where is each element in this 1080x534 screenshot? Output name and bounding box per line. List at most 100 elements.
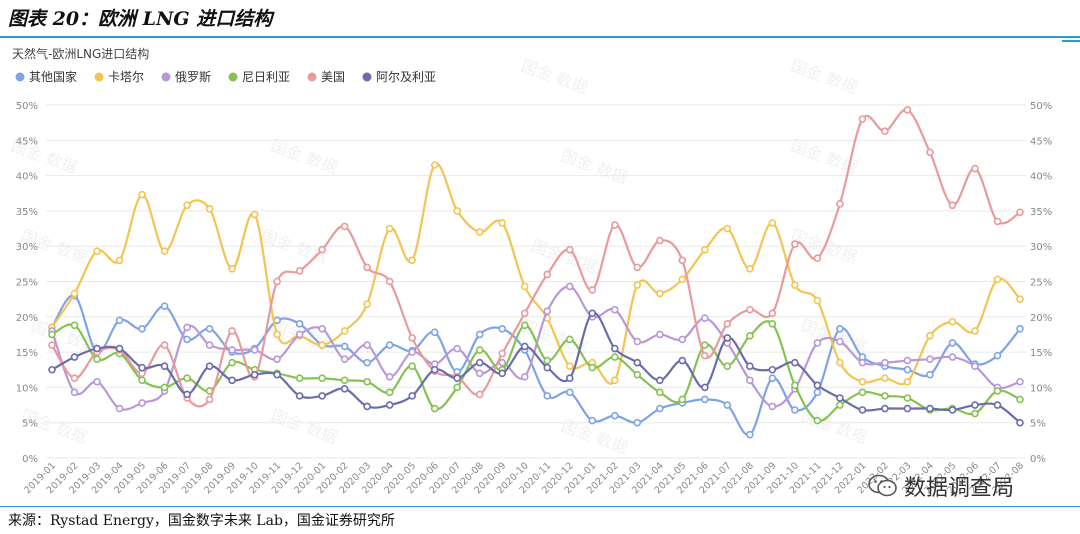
y-tick-label-right: 0% [1030, 454, 1046, 465]
data-point [160, 362, 169, 371]
data-point [408, 334, 416, 342]
data-point [115, 344, 124, 353]
series-1 [48, 161, 1024, 386]
data-point [678, 256, 687, 265]
data-point [295, 267, 304, 275]
data-point [813, 416, 822, 425]
data-point [610, 305, 619, 314]
data-point [70, 289, 79, 298]
data-point [768, 365, 777, 374]
data-point [858, 388, 867, 397]
data-point [746, 430, 754, 439]
data-point [115, 256, 124, 265]
data-point [1016, 208, 1024, 217]
data-point [520, 342, 529, 351]
data-point [340, 385, 349, 393]
data-point [1016, 377, 1024, 386]
data-point [813, 388, 822, 397]
data-point [610, 344, 619, 353]
data-point [385, 388, 394, 397]
data-point [385, 224, 394, 233]
data-point [205, 325, 214, 333]
data-point [385, 277, 394, 286]
lng-import-chart: 天然气-欧洲LNG进口结构 其他国家 卡塔尔 俄罗斯 尼日利亚 美国 阿尔及利亚 国金 数… [0, 38, 1062, 506]
data-point [228, 264, 236, 273]
data-point [678, 275, 687, 284]
data-point [520, 373, 529, 381]
chart-title: 天然气-欧洲LNG进口结构 [12, 46, 149, 61]
y-axis-right: 0% 5% 10% 15% 20% 25% 30% 35% 40% 45% 50% [1030, 101, 1052, 465]
data-point [318, 392, 326, 400]
data-point [430, 328, 439, 337]
data-point [971, 327, 979, 335]
data-point [430, 404, 439, 413]
data-point [971, 164, 979, 173]
data-point [70, 353, 79, 361]
y-tick-label: 10% [16, 383, 38, 394]
data-point [363, 377, 371, 386]
data-point [746, 362, 754, 371]
data-point [340, 342, 349, 351]
data-point [948, 201, 957, 210]
data-point [453, 374, 462, 383]
y-tick-label: 5% [22, 419, 38, 430]
data-point [408, 392, 416, 400]
data-point [881, 374, 889, 383]
data-point [993, 387, 1002, 395]
y-tick-label: 0% [22, 454, 38, 465]
data-point [971, 362, 979, 371]
data-point [453, 383, 462, 392]
y-axis-left: 0% 5% 10% 15% 20% 25% 30% 35% 40% 45% 50% [16, 101, 38, 465]
y-tick-label-right: 40% [1030, 172, 1052, 183]
data-point [565, 374, 574, 383]
data-point [48, 341, 56, 349]
data-point [903, 356, 912, 365]
y-tick-label: 30% [16, 242, 38, 253]
data-point [475, 358, 484, 367]
data-point [430, 161, 439, 169]
data-point [363, 300, 371, 308]
data-point [813, 254, 822, 263]
y-tick-label-right: 5% [1030, 419, 1046, 430]
data-point [701, 314, 709, 323]
data-point [318, 374, 326, 383]
legend-swatch [362, 72, 372, 82]
data-point [610, 376, 619, 385]
data-point [408, 256, 416, 265]
data-point [656, 289, 664, 298]
data-point [363, 263, 371, 272]
data-point [768, 374, 777, 383]
data-point [48, 365, 56, 374]
data-point [633, 358, 642, 367]
data-point [1016, 395, 1024, 404]
data-point [520, 282, 529, 291]
data-point [498, 369, 507, 378]
data-point [115, 316, 124, 325]
data-point [295, 392, 304, 400]
data-point [520, 309, 529, 318]
data-point [565, 245, 574, 254]
chart-background [0, 38, 1062, 506]
data-point [723, 224, 732, 233]
data-point [678, 335, 687, 344]
data-point [183, 201, 191, 210]
data-point [205, 362, 214, 371]
data-point [475, 369, 484, 378]
data-point [295, 374, 304, 383]
data-point [295, 330, 304, 339]
data-point [656, 236, 664, 245]
data-point [228, 327, 236, 335]
y-tick-label: 45% [16, 136, 38, 147]
data-point [273, 355, 281, 363]
data-point [543, 392, 552, 400]
data-point [656, 376, 664, 385]
data-point [115, 404, 124, 413]
legend-swatch [94, 72, 104, 82]
data-point [385, 401, 394, 409]
legend-label: 俄罗斯 [175, 70, 211, 84]
data-point [160, 302, 169, 311]
data-point [858, 358, 867, 367]
legend-label: 美国 [321, 70, 345, 84]
data-point [610, 353, 619, 361]
data-point [746, 376, 754, 385]
